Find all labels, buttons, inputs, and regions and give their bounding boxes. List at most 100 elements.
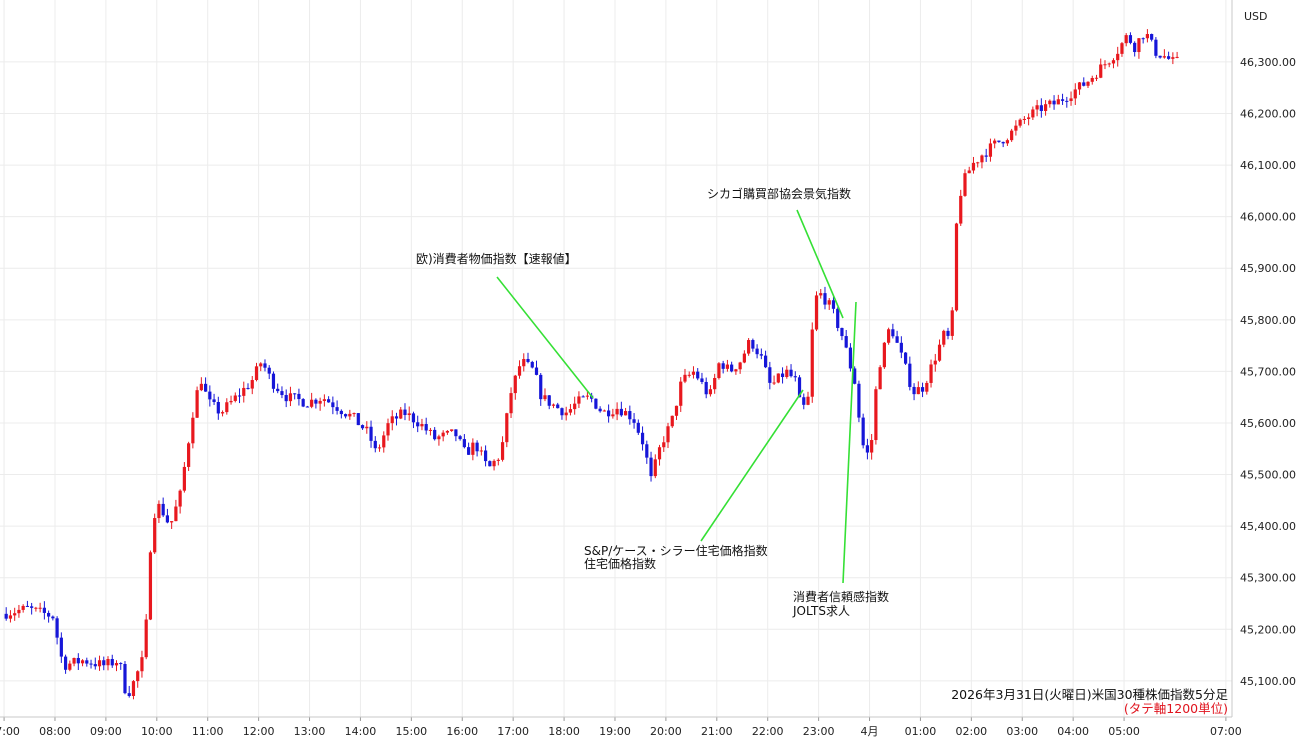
candle-body: [390, 416, 394, 424]
candle-body: [1107, 63, 1111, 65]
candle-body: [903, 352, 908, 364]
candle-body: [1099, 64, 1103, 78]
candle-body: [203, 383, 208, 392]
candle-body: [844, 336, 848, 348]
x-tick-label: 14:00: [345, 725, 377, 738]
candle-body: [450, 429, 454, 431]
candle-body: [912, 386, 916, 395]
candle-body: [51, 616, 55, 619]
candle-body: [318, 400, 322, 404]
candle-body: [386, 423, 390, 436]
candle-body: [1043, 104, 1048, 112]
candle-body: [916, 387, 920, 395]
candle-body: [182, 466, 186, 491]
candle-body: [967, 170, 971, 174]
candle-body: [780, 373, 785, 378]
candle-body: [556, 404, 560, 409]
candle-body: [360, 425, 365, 429]
candle-body: [322, 399, 326, 401]
candle-body: [1175, 56, 1179, 58]
candle-body: [517, 366, 522, 376]
candle-body: [785, 369, 789, 378]
candle-body: [636, 422, 640, 433]
candle-body: [1094, 77, 1099, 79]
candle-body: [437, 436, 441, 440]
x-tick-label: 15:00: [395, 725, 427, 738]
candle-body: [522, 358, 526, 367]
candle-body: [577, 396, 581, 404]
candle-body: [454, 429, 458, 437]
x-tick-label: 07:00: [1210, 725, 1242, 738]
candle-body: [1018, 119, 1022, 126]
candle-body: [602, 410, 606, 412]
y-tick-label: 46,000.00: [1240, 211, 1296, 224]
candle-body: [526, 358, 530, 362]
candle-body: [640, 432, 645, 445]
x-tick-label: 12:00: [243, 725, 275, 738]
x-tick-label: 08:00: [39, 725, 71, 738]
candle-body: [666, 426, 670, 443]
candle-body: [30, 606, 34, 608]
candle-body: [653, 459, 657, 477]
x-tick-label: 20:00: [650, 725, 682, 738]
y-tick-label: 46,200.00: [1240, 107, 1296, 120]
candle-body: [1082, 82, 1086, 86]
candle-body: [738, 362, 742, 370]
candle-body: [861, 417, 865, 446]
candle-body: [339, 410, 343, 415]
candle-body: [649, 457, 653, 477]
grid: [0, 0, 1232, 721]
candle-body: [1141, 38, 1145, 40]
candle-body: [865, 445, 870, 453]
candle-body: [407, 413, 411, 416]
x-tick-label: 21:00: [701, 725, 733, 738]
candle-body: [857, 383, 861, 418]
candle-body: [59, 637, 63, 657]
candle-body: [551, 404, 556, 406]
candle-body: [305, 406, 310, 408]
candle-body: [1086, 81, 1090, 86]
candle-body: [730, 364, 734, 372]
x-tick-label: 22:00: [752, 725, 784, 738]
candle-body: [365, 426, 369, 429]
y-tick-label: 45,400.00: [1240, 520, 1296, 533]
candle-body: [1031, 109, 1035, 118]
candle-body: [870, 440, 874, 453]
candle-body: [1090, 77, 1094, 82]
candle-body: [13, 613, 17, 616]
annotation-cpi: 欧)消費者物価指数【速報値】: [416, 251, 577, 266]
candle-body: [704, 381, 708, 395]
annotation-consumer-confidence: 消費者信頼感指数: [793, 589, 889, 604]
candle-body: [1077, 82, 1082, 90]
candle-body: [1167, 56, 1171, 59]
candle-body: [1035, 105, 1039, 110]
candle-body: [127, 693, 131, 696]
candle-body: [1022, 118, 1026, 120]
candle-body: [1027, 117, 1031, 119]
candle-body: [335, 407, 339, 411]
x-tick-label: 01:00: [905, 725, 937, 738]
candle-body: [933, 360, 937, 365]
candle-body: [153, 518, 157, 553]
x-tick-label: 19:00: [599, 725, 631, 738]
candle-body: [700, 378, 704, 382]
candle-body: [377, 447, 382, 449]
candle-body: [628, 411, 632, 420]
candle-body: [242, 387, 246, 396]
candle-body: [199, 383, 203, 391]
candle-body: [297, 393, 301, 400]
candle-body: [1005, 140, 1010, 144]
axes: USD: [0, 0, 1268, 718]
candle-body: [1133, 42, 1137, 53]
candle-body: [420, 424, 424, 427]
candle-body: [891, 329, 895, 337]
candle-body: [416, 422, 420, 427]
candle-body: [229, 400, 233, 403]
candle-body: [93, 664, 97, 667]
candle-body: [89, 663, 93, 665]
candle-body: [496, 459, 500, 461]
candle-body: [1154, 39, 1158, 56]
candle-body: [331, 402, 335, 408]
annotation-leader-cpi: [496, 276, 594, 399]
candle-body: [687, 374, 691, 376]
